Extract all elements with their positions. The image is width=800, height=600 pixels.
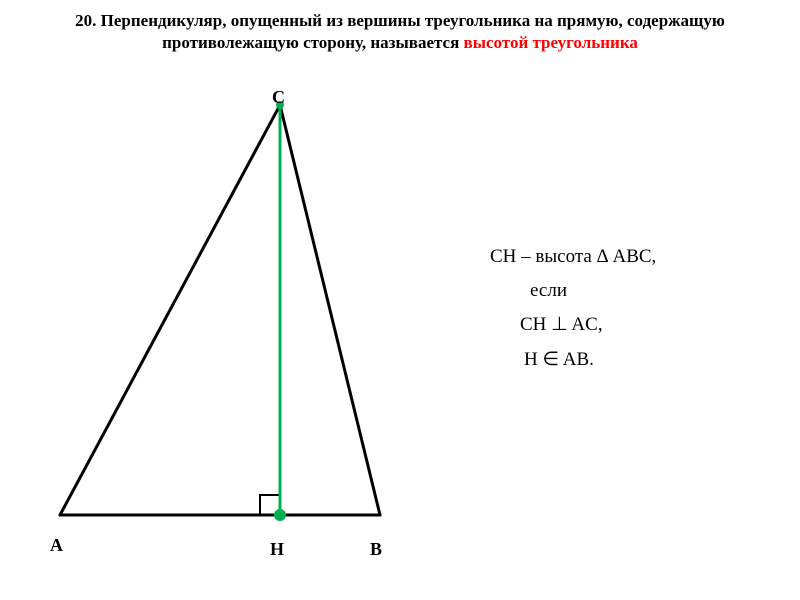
label-C: С xyxy=(272,87,285,108)
exp-l4a: H xyxy=(524,349,542,370)
exp-tri-icon: Δ xyxy=(597,246,608,267)
exp-l1a: CH xyxy=(490,246,521,267)
title-highlight: высотой треугольника xyxy=(464,33,638,52)
exp-l1d: ABC, xyxy=(608,246,657,267)
diagram: A B С H xyxy=(40,75,440,545)
exp-line2: если xyxy=(490,274,656,308)
explanation: CH – высота Δ ABC, если CH ⊥ AC, H ∈ AB. xyxy=(490,240,656,377)
element-of-icon: ∈ xyxy=(542,349,559,370)
title: 20. Перпендикуляр, опущенный из вершины … xyxy=(0,0,800,54)
label-B: B xyxy=(370,539,382,560)
exp-line3: CH ⊥ AC, xyxy=(490,308,656,342)
exp-l1b: – xyxy=(521,246,531,267)
exp-l1c: высота xyxy=(531,246,597,267)
exp-l3b: AC, xyxy=(568,314,603,335)
perpendicular-icon: ⊥ xyxy=(551,314,568,335)
exp-l4b: AB. xyxy=(559,349,594,370)
exp-line1: CH – высота Δ ABC, xyxy=(490,240,656,274)
label-A: A xyxy=(50,535,63,556)
exp-line4: H ∈ AB. xyxy=(490,343,656,377)
exp-l3a: CH xyxy=(520,314,551,335)
label-H: H xyxy=(270,539,284,560)
exp-l2: если xyxy=(530,280,567,301)
triangle-svg xyxy=(40,75,440,545)
